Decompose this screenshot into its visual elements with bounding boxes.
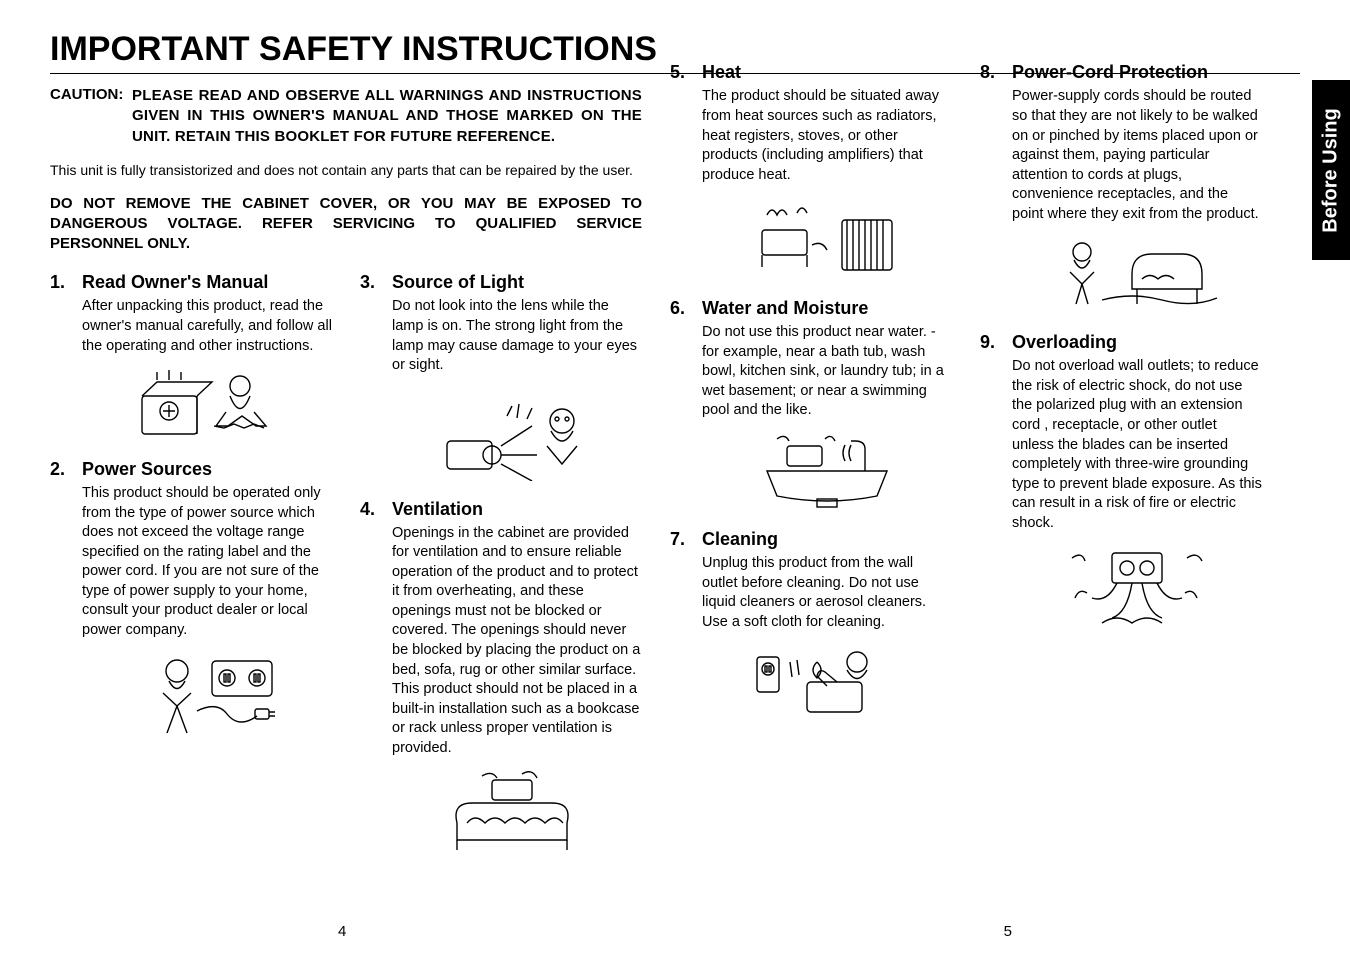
cord-chair-icon bbox=[1052, 234, 1222, 314]
item-1-text: After unpacking this product, read the o… bbox=[82, 297, 332, 356]
item-3: 3. Source of Light Do not look into the … bbox=[360, 272, 642, 480]
item-5-text: The product should be situated away from… bbox=[702, 87, 952, 185]
item-7-title: Cleaning bbox=[702, 529, 952, 550]
columns: 1. Read Owner's Manual After unpacking t… bbox=[50, 272, 1300, 876]
item-7-text: Unplug this product from the wall outlet… bbox=[702, 554, 952, 632]
item-8-title: Power-Cord Protection bbox=[1012, 62, 1262, 83]
page-container: IMPORTANT SAFETY INSTRUCTIONS CAUTION: P… bbox=[0, 0, 1350, 954]
item-9-num: 9. bbox=[980, 332, 1012, 633]
item-3-title: Source of Light bbox=[392, 272, 642, 293]
item-2-text: This product should be operated only fro… bbox=[82, 484, 332, 641]
item-8-num: 8. bbox=[980, 62, 1012, 314]
item-6-text: Do not use this product near water. - fo… bbox=[702, 323, 952, 421]
intro-text: This unit is fully transistorized and do… bbox=[50, 161, 642, 180]
column-d: 8. Power-Cord Protection Power-supply co… bbox=[980, 62, 1262, 876]
item-7-num: 7. bbox=[670, 529, 702, 727]
power-outlet-plug-icon bbox=[127, 651, 287, 746]
column-c: 5. Heat The product should be situated a… bbox=[670, 62, 952, 876]
item-4-text: Openings in the cabinet are provided for… bbox=[392, 524, 642, 759]
item-6: 6. Water and Moisture Do not use this pr… bbox=[670, 298, 952, 511]
item-9-title: Overloading bbox=[1012, 332, 1262, 353]
item-2: 2. Power Sources This product should be … bbox=[50, 459, 332, 746]
item-8: 8. Power-Cord Protection Power-supply co… bbox=[980, 62, 1262, 314]
bathtub-water-icon bbox=[747, 431, 907, 511]
unbox-read-manual-icon bbox=[132, 366, 282, 441]
item-1: 1. Read Owner's Manual After unpacking t… bbox=[50, 272, 332, 441]
cleaning-cloth-icon bbox=[747, 642, 907, 727]
item-2-title: Power Sources bbox=[82, 459, 332, 480]
column-a: 1. Read Owner's Manual After unpacking t… bbox=[50, 272, 332, 876]
radiator-heat-icon bbox=[747, 195, 907, 280]
item-1-title: Read Owner's Manual bbox=[82, 272, 332, 293]
page-number-left: 4 bbox=[338, 923, 346, 940]
item-6-title: Water and Moisture bbox=[702, 298, 952, 319]
item-2-num: 2. bbox=[50, 459, 82, 746]
item-4-title: Ventilation bbox=[392, 499, 642, 520]
item-7: 7. Cleaning Unplug this product from the… bbox=[670, 529, 952, 727]
overloaded-outlet-icon bbox=[1057, 543, 1217, 633]
column-b: 3. Source of Light Do not look into the … bbox=[360, 272, 642, 876]
item-8-text: Power-supply cords should be routed so t… bbox=[1012, 87, 1262, 224]
item-4: 4. Ventilation Openings in the cabinet a… bbox=[360, 499, 642, 859]
sofa-ventilation-icon bbox=[437, 768, 597, 858]
side-tab-label: Before Using bbox=[1320, 108, 1343, 232]
item-5-title: Heat bbox=[702, 62, 952, 83]
caution-label: CAUTION: bbox=[50, 86, 132, 147]
item-6-num: 6. bbox=[670, 298, 702, 511]
item-5: 5. Heat The product should be situated a… bbox=[670, 62, 952, 280]
page-number-right: 5 bbox=[1004, 923, 1012, 940]
item-1-num: 1. bbox=[50, 272, 82, 441]
item-3-num: 3. bbox=[360, 272, 392, 480]
item-4-num: 4. bbox=[360, 499, 392, 859]
caution-text: PLEASE READ AND OBSERVE ALL WARNINGS AND… bbox=[132, 86, 642, 147]
warn-text: DO NOT REMOVE THE CABINET COVER, OR YOU … bbox=[50, 194, 642, 255]
bright-lens-eyes-icon bbox=[437, 386, 597, 481]
item-9: 9. Overloading Do not overload wall outl… bbox=[980, 332, 1262, 633]
item-9-text: Do not overload wall outlets; to reduce … bbox=[1012, 357, 1262, 533]
side-tab-before-using: Before Using bbox=[1312, 80, 1350, 260]
item-5-num: 5. bbox=[670, 62, 702, 280]
item-3-text: Do not look into the lens while the lamp… bbox=[392, 297, 642, 375]
